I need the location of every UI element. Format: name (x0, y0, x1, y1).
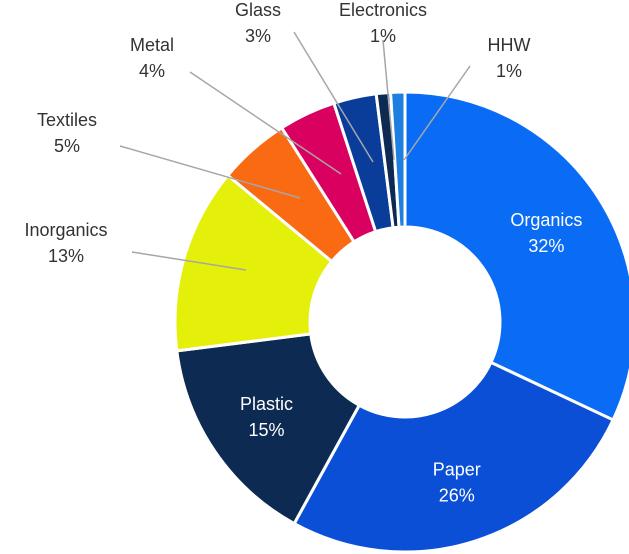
slice-value-plastic: 15% (248, 420, 284, 440)
slice-label-plastic: Plastic (240, 394, 293, 414)
slice-hhw (389, 90, 407, 229)
slice-label-organics: Organics (510, 210, 582, 230)
leader-line-textiles (119, 145, 301, 199)
slice-label-hhw: HHW (488, 35, 531, 55)
leader-lines-group (119, 31, 471, 271)
slice-organics (403, 90, 629, 422)
slice-label-inorganics: Inorganics (24, 220, 107, 240)
slice-label-paper: Paper (433, 459, 481, 479)
slice-label-metal: Metal (130, 35, 174, 55)
slice-value-metal: 4% (139, 61, 165, 81)
labels-group: Organics 32% Paper 26% Plastic 15% Inorganics 1… (24, 0, 582, 505)
slice-value-hhw: 1% (496, 61, 522, 81)
leader-line-electronics (382, 39, 395, 161)
slice-paper (292, 360, 615, 554)
slice-value-inorganics: 13% (48, 246, 84, 266)
leader-line-hhw (403, 65, 471, 161)
slice-value-organics: 32% (528, 236, 564, 256)
slice-inorganics (173, 173, 334, 353)
leader-line-glass (293, 31, 374, 163)
slice-label-textiles: Textiles (37, 110, 97, 130)
leader-line-inorganics (131, 251, 247, 271)
slice-value-textiles: 5% (54, 136, 80, 156)
slice-value-paper: 26% (439, 485, 475, 505)
slices-group (173, 90, 629, 554)
slice-label-electronics: Electronics (339, 0, 427, 20)
slice-label-glass: Glass (235, 0, 281, 20)
leader-line-metal (189, 71, 342, 175)
slice-plastic (175, 332, 361, 526)
slice-value-electronics: 1% (370, 26, 396, 46)
slice-value-glass: 3% (245, 26, 271, 46)
